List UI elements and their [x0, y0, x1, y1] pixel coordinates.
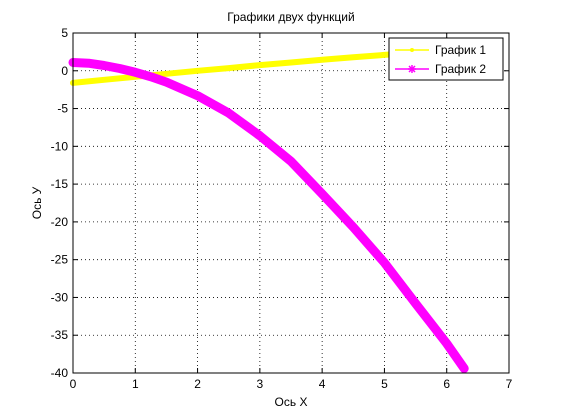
data-point — [226, 65, 232, 71]
axis-ticks: 0 1 2 3 4 5 6 7 5 0 -5 -10 -15 -20 -25 -30 -35 -40 — [51, 26, 513, 391]
x-tick-label: 1 — [132, 377, 139, 391]
data-point — [380, 258, 389, 267]
legend-label-2: График 2 — [435, 62, 486, 76]
data-point — [101, 77, 107, 83]
legend-marker-point — [410, 48, 414, 52]
data-point — [318, 189, 327, 198]
y-tick-label: 0 — [61, 64, 68, 78]
y-tick-label: -35 — [51, 328, 69, 342]
data-point — [162, 78, 171, 87]
legend-marker-asterisk — [408, 65, 416, 73]
y-tick-label: -15 — [51, 177, 69, 191]
data-point — [195, 68, 201, 74]
x-tick-label: 3 — [257, 377, 264, 391]
plot-frame — [72, 32, 510, 374]
legend: График 1 График 2 — [388, 37, 504, 81]
data-point — [287, 157, 295, 166]
x-tick-label: 4 — [319, 377, 326, 391]
data-point — [115, 64, 124, 73]
y-tick-label: -40 — [51, 366, 69, 380]
data-point — [442, 339, 451, 348]
data-point — [255, 131, 264, 140]
data-point — [131, 68, 140, 77]
data-point — [257, 62, 263, 68]
data-point — [288, 59, 294, 65]
data-point — [193, 91, 202, 100]
y-tick-label: -30 — [51, 290, 69, 304]
marker-stroke — [408, 65, 416, 73]
y-tick-label: -25 — [51, 253, 69, 267]
x-tick-label: 6 — [443, 377, 450, 391]
data-point — [411, 299, 420, 308]
x-tick-label: 5 — [381, 377, 388, 391]
data-point — [163, 71, 169, 77]
x-axis-label: Ось X — [275, 395, 308, 409]
y-tick-label: 5 — [61, 26, 68, 40]
data-point — [460, 364, 469, 373]
data-point — [224, 109, 233, 118]
chart-title: Графики двух функций — [227, 10, 354, 24]
data-point — [381, 52, 387, 58]
data-point — [350, 54, 356, 60]
series-line-1 — [70, 49, 419, 86]
legend-label-1: График 1 — [435, 43, 486, 57]
y-tick-label: -5 — [57, 102, 68, 116]
data-point — [100, 61, 109, 70]
y-tick-label: -20 — [51, 215, 69, 229]
data-point — [319, 57, 325, 63]
x-tick-label: 2 — [194, 377, 201, 391]
legend-box — [388, 37, 504, 81]
data-point — [146, 72, 155, 81]
data-point — [349, 223, 358, 232]
x-tick-label: 7 — [506, 377, 513, 391]
plot-area — [73, 33, 509, 373]
y-tick-label: -10 — [51, 139, 69, 153]
x-tick-label: 0 — [70, 377, 77, 391]
data-point — [84, 59, 93, 68]
y-axis-label: Ось У — [30, 186, 44, 219]
series-layer — [68, 49, 469, 373]
